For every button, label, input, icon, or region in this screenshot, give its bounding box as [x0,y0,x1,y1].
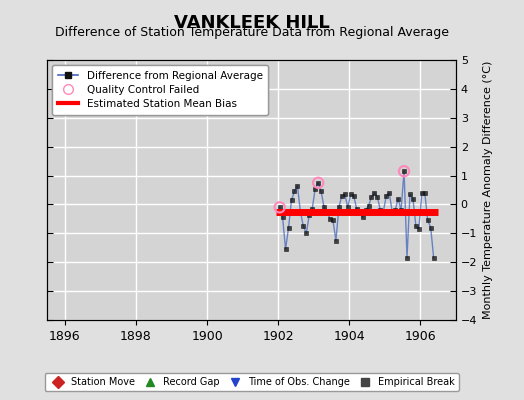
Point [400,168,408,174]
Text: Berkeley Earth: Berkeley Earth [379,380,456,390]
Text: Difference of Station Temperature Data from Regional Average: Difference of Station Temperature Data f… [54,26,449,39]
Text: VANKLEEK HILL: VANKLEEK HILL [173,14,330,32]
Legend: Station Move, Record Gap, Time of Obs. Change, Empirical Break: Station Move, Record Gap, Time of Obs. C… [45,373,459,391]
Y-axis label: Monthly Temperature Anomaly Difference (°C): Monthly Temperature Anomaly Difference (… [483,61,493,319]
Point [276,204,284,210]
Point [314,180,322,186]
Legend: Difference from Regional Average, Quality Control Failed, Estimated Station Mean: Difference from Regional Average, Qualit… [52,65,268,115]
